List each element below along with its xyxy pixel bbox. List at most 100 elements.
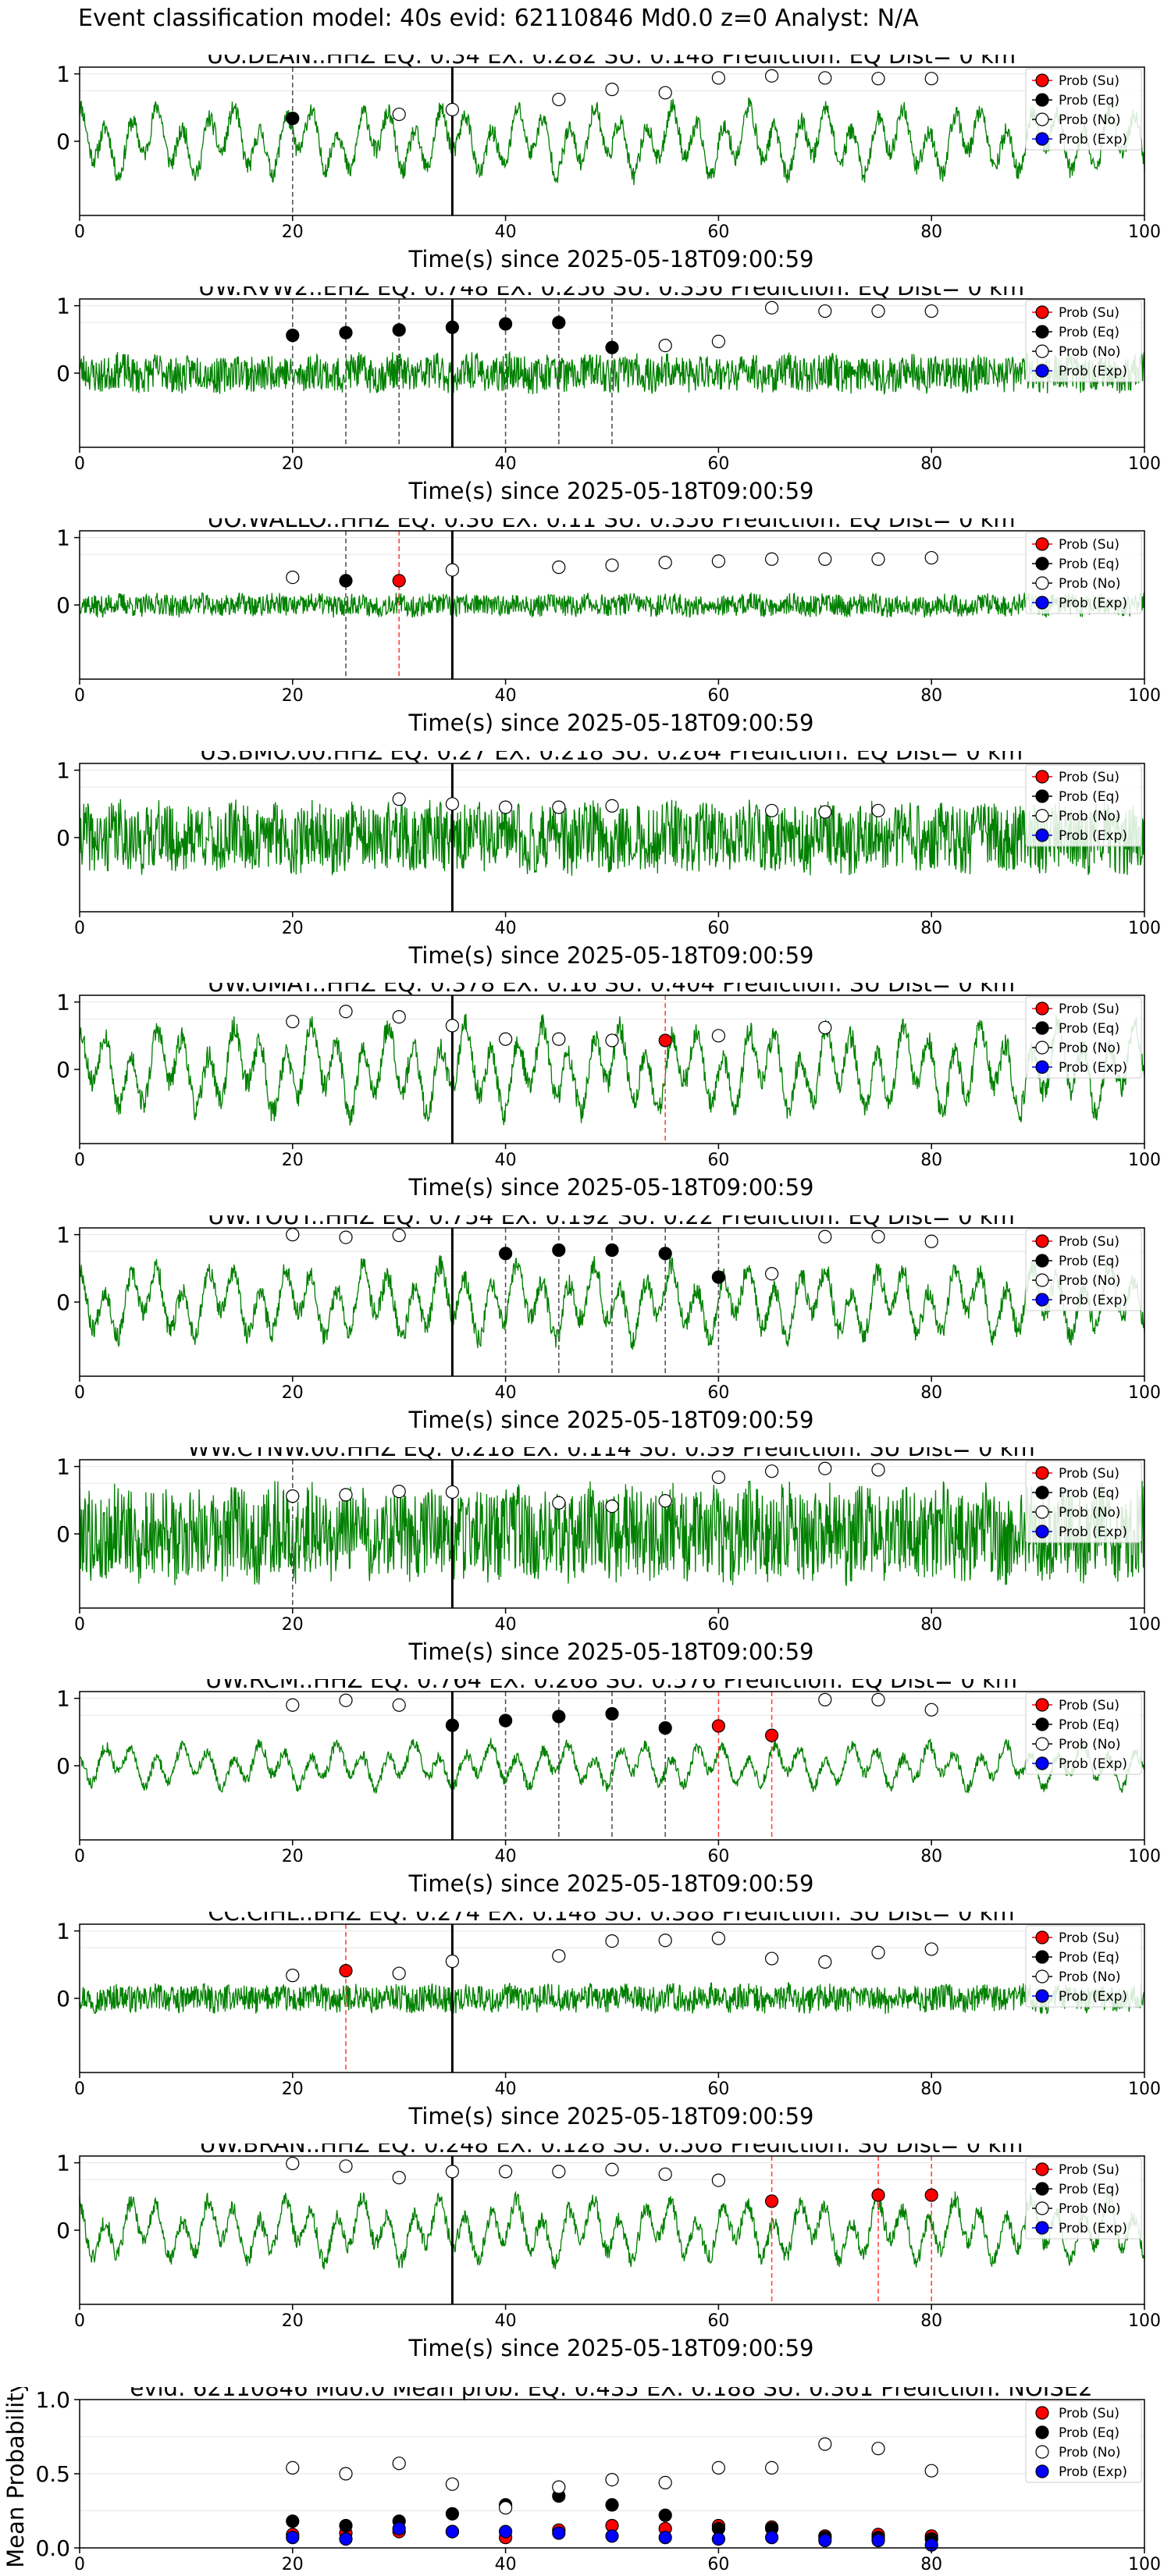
x-tick-label: 40 — [495, 2311, 517, 2331]
y-tick-label: 0.0 — [35, 2535, 70, 2561]
prob-marker-no — [818, 1692, 832, 1706]
prob-marker-eq — [605, 1243, 619, 1258]
legend-marker-exp — [1035, 1060, 1049, 1074]
legend-marker-su — [1035, 73, 1049, 87]
legend-box — [1025, 1461, 1142, 1543]
y-tick-label: 1 — [56, 62, 70, 87]
prob-marker-su — [658, 1034, 672, 1048]
legend-label-exp: Prob (Exp) — [1059, 1293, 1127, 1308]
prob-marker-no — [764, 803, 779, 818]
prob-marker-no — [924, 72, 938, 86]
prob-marker-no — [392, 1698, 406, 1712]
legend-marker-su — [1035, 2162, 1049, 2176]
prob-marker-no — [658, 1934, 672, 1948]
legend-label-exp: Prob (Exp) — [1059, 1989, 1127, 2005]
prob-marker-su — [764, 2194, 779, 2208]
prob-marker-no — [498, 2165, 513, 2179]
x-axis-label: Time(s) since 2025-05-18T09:00:59 — [408, 2335, 814, 2361]
prob-marker-su — [711, 1719, 726, 1733]
legend-marker-su — [1035, 770, 1049, 784]
y-tick-label: 1 — [56, 1919, 70, 1944]
legend-marker-exp — [1035, 2464, 1049, 2478]
panel-title: UW.BRAN..HHZ EQ: 0.248 EX: 0.128 SU: 0.5… — [200, 2144, 1023, 2158]
prob-marker-no — [498, 1032, 513, 1046]
station-panel: UW.RCM..HHZ EQ: 0.764 EX: 0.268 SU: 0.57… — [56, 1679, 1161, 1897]
legend-marker-su — [1035, 1698, 1049, 1712]
x-tick-label: 40 — [495, 686, 517, 706]
prob-marker-no — [552, 800, 566, 814]
prob-marker-no — [392, 792, 406, 806]
prob-marker-no — [818, 552, 832, 566]
mean-marker-exp — [711, 2532, 726, 2546]
x-tick-label: 20 — [282, 919, 304, 938]
station-panel: CC.CIHL..BHZ EQ: 0.274 EX: 0.148 SU: 0.3… — [56, 1912, 1161, 2129]
legend-label-eq: Prob (Eq) — [1059, 1717, 1119, 1733]
mean-marker-no — [286, 2460, 300, 2475]
prob-marker-no — [445, 2165, 460, 2179]
prob-marker-su — [924, 2188, 938, 2202]
mean-marker-exp — [339, 2532, 353, 2546]
y-tick-label: 0 — [56, 129, 70, 155]
y-tick-label: 1 — [56, 1454, 70, 1480]
prob-marker-no — [445, 797, 460, 811]
mean-marker-exp — [552, 2526, 566, 2540]
x-tick-label: 80 — [920, 1151, 942, 1170]
prob-marker-eq — [658, 1721, 672, 1735]
mean-marker-eq — [339, 2518, 353, 2533]
prob-marker-no — [286, 1015, 300, 1029]
legend-box — [1025, 764, 1142, 847]
legend-marker-no — [1035, 112, 1049, 126]
prob-marker-no — [339, 1230, 353, 1244]
prob-marker-no — [286, 1969, 300, 1983]
legend-marker-eq — [1035, 1485, 1049, 1500]
prob-marker-no — [871, 1692, 885, 1706]
prob-marker-no — [818, 1955, 832, 1969]
x-tick-label: 40 — [495, 2555, 517, 2574]
legend-box — [1025, 1925, 1142, 2008]
mean-marker-exp — [818, 2533, 832, 2548]
prob-marker-eq — [552, 1710, 566, 1724]
x-tick-label: 20 — [282, 1847, 304, 1866]
x-tick-label: 40 — [495, 454, 517, 474]
legend-marker-su — [1035, 1930, 1049, 1944]
y-tick-label: 0 — [56, 592, 70, 618]
station-panel: UW.UMAT..HHZ EQ: 0.378 EX: 0.16 SU: 0.40… — [56, 983, 1161, 1201]
x-axis-label: Time(s) since 2025-05-18T09:00:59 — [408, 246, 814, 272]
prob-marker-eq — [339, 326, 353, 340]
legend-label-no: Prob (No) — [1059, 1041, 1121, 1056]
prob-marker-no — [286, 1489, 300, 1503]
y-tick-label: 1 — [56, 525, 70, 551]
legend-marker-su — [1035, 305, 1049, 319]
x-tick-label: 40 — [495, 1383, 517, 1403]
x-tick-label: 60 — [707, 454, 729, 474]
x-tick-label: 80 — [920, 222, 942, 242]
legend-label-eq: Prob (Eq) — [1059, 1254, 1119, 1269]
x-tick-label: 20 — [282, 2555, 304, 2574]
legend-label-su: Prob (Su) — [1059, 305, 1119, 321]
panel-title: UW.RCM..HHZ EQ: 0.764 EX: 0.268 SU: 0.57… — [205, 1679, 1017, 1693]
legend-label-exp: Prob (Exp) — [1059, 1756, 1127, 1772]
y-tick-label: 1 — [56, 1222, 70, 1248]
prob-marker-no — [658, 555, 672, 570]
legend-label-exp: Prob (Exp) — [1059, 2221, 1127, 2236]
legend-label-eq: Prob (Eq) — [1059, 325, 1119, 340]
legend-marker-exp — [1035, 1989, 1049, 2003]
prob-marker-no — [764, 1464, 779, 1478]
prob-marker-no — [764, 301, 779, 315]
legend-label-exp: Prob (Exp) — [1059, 132, 1127, 148]
prob-marker-eq — [392, 323, 406, 337]
mean-probability-panel: evid: 62110846 Md0.0 Mean prob: EQ: 0.43… — [2, 2387, 1161, 2574]
mean-marker-eq — [445, 2507, 460, 2521]
legend-marker-no — [1035, 809, 1049, 823]
prob-marker-no — [871, 1945, 885, 1959]
legend-marker-exp — [1035, 364, 1049, 378]
prob-marker-no — [445, 563, 460, 577]
legend-box — [1025, 1692, 1142, 1775]
mean-marker-no — [605, 2472, 619, 2487]
x-tick-label: 80 — [920, 454, 942, 474]
legend-label-su: Prob (Su) — [1059, 770, 1119, 785]
x-axis-label: Time(s) since 2025-05-18T09:00:59 — [408, 710, 814, 736]
legend-box — [1025, 2157, 1142, 2240]
x-tick-label: 0 — [74, 454, 85, 474]
panel-title: UW.UMAT..HHZ EQ: 0.378 EX: 0.16 SU: 0.40… — [208, 983, 1015, 997]
